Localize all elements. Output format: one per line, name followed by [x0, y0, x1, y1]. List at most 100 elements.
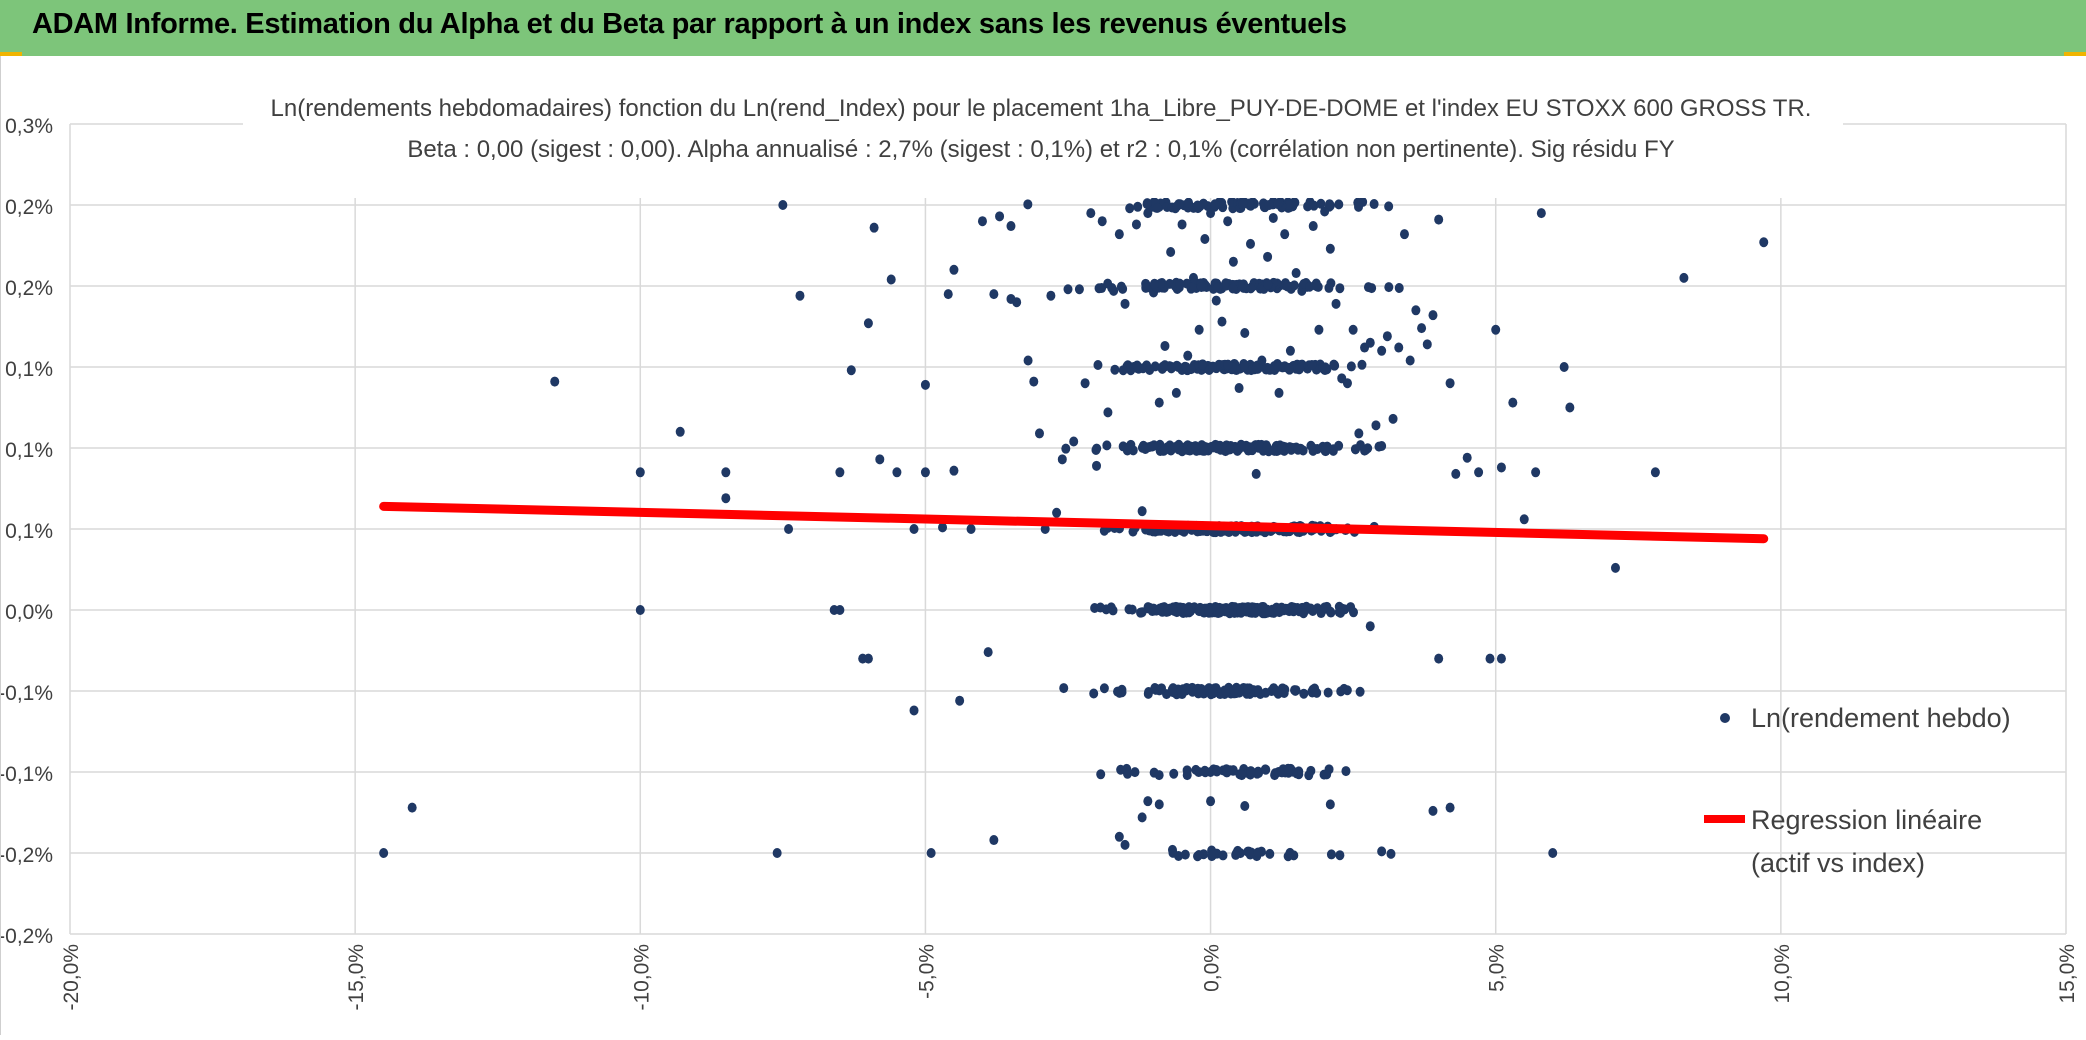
data-point [1308, 445, 1318, 456]
x-tick-label: -10,0% [630, 944, 653, 1011]
data-point [1610, 562, 1620, 573]
data-point [1118, 365, 1128, 376]
data-point [1382, 331, 1392, 342]
data-point [1092, 460, 1102, 471]
data-point [1186, 364, 1196, 375]
data-point [863, 653, 873, 664]
data-point [1284, 363, 1294, 374]
data-point [1320, 445, 1330, 456]
data-point [379, 848, 389, 858]
data-point [1132, 360, 1142, 371]
data-point [1251, 362, 1261, 373]
y-tick-label: 0,1% [5, 520, 53, 543]
data-point [926, 848, 936, 858]
data-point [943, 289, 953, 300]
data-point [1130, 767, 1140, 778]
legend-label-points: Ln(rendement hebdo) [1751, 703, 2011, 733]
y-tick-label: 0,0% [5, 601, 53, 624]
data-point [1029, 376, 1039, 387]
data-point [675, 426, 685, 437]
data-point [1354, 428, 1364, 439]
data-point [1217, 316, 1227, 327]
data-point [1194, 324, 1204, 335]
data-point [1059, 683, 1069, 694]
data-point [1264, 605, 1274, 616]
x-tick-label: -5,0% [915, 944, 938, 999]
data-point [1341, 766, 1351, 777]
data-point [1040, 524, 1050, 534]
data-point [1167, 684, 1177, 695]
data-point [1284, 199, 1294, 210]
y-tick-label: -0,2% [1, 925, 53, 948]
data-point [1268, 212, 1278, 223]
data-point [1133, 201, 1143, 212]
data-point [1314, 324, 1324, 335]
data-point [1113, 686, 1123, 697]
data-point [949, 264, 959, 275]
data-point [1160, 445, 1170, 456]
data-point [1365, 621, 1375, 632]
data-point [1208, 362, 1218, 373]
data-point [1234, 383, 1244, 394]
data-point [1274, 387, 1284, 398]
data-point [909, 524, 919, 534]
data-point [1213, 282, 1223, 293]
data-point [550, 376, 560, 387]
data-point [1531, 467, 1541, 478]
data-point [1102, 440, 1112, 451]
data-point [1169, 768, 1179, 779]
data-point [1136, 607, 1146, 618]
data-point [920, 467, 930, 478]
data-point [1320, 363, 1330, 374]
scatter-chart: -0,2% -0,2% -0,1% -0,1% 0,0% 0,1% 0,1% 0,1% 0,2%… [0, 94, 2079, 1011]
data-point [892, 467, 902, 478]
data-point [1355, 686, 1365, 697]
data-point [1257, 601, 1267, 612]
data-point [1125, 203, 1135, 214]
data-point [1215, 607, 1225, 618]
data-point [1365, 337, 1375, 348]
data-point [1405, 355, 1415, 366]
data-point [1145, 364, 1155, 375]
data-point [1324, 282, 1334, 293]
data-point [863, 318, 873, 329]
data-point [1496, 462, 1506, 473]
data-point [1336, 607, 1346, 618]
data-point [1548, 848, 1558, 858]
data-point [1245, 238, 1255, 249]
data-point [1177, 446, 1187, 457]
data-point [1245, 849, 1255, 860]
data-point [1114, 831, 1124, 842]
x-tick-label: -15,0% [345, 944, 368, 1011]
data-point [1182, 765, 1192, 776]
data-point [1399, 229, 1409, 240]
data-point [1273, 199, 1283, 210]
data-point [1496, 653, 1506, 664]
axis-layer: -0,2% -0,2% -0,1% -0,1% 0,0% 0,1% 0,1% 0,1% 0,2%… [0, 115, 2079, 1011]
data-point [1299, 688, 1309, 699]
data-point [1137, 812, 1147, 823]
data-point [1237, 770, 1247, 781]
data-point [846, 365, 856, 376]
data-point [1166, 246, 1176, 257]
data-point [1168, 847, 1178, 858]
data-point [1330, 360, 1340, 371]
data-point [1253, 847, 1263, 858]
data-point [1204, 605, 1214, 616]
y-tick-label: 0,1% [5, 439, 53, 462]
x-tick-label: 5,0% [1486, 944, 1509, 992]
data-point [1270, 445, 1280, 456]
data-point [784, 524, 794, 534]
chart-title: Ln(rendements hebdomadaires) fonction du… [271, 95, 1812, 122]
data-point [1194, 849, 1204, 860]
data-point [1012, 297, 1022, 308]
data-point [1377, 345, 1387, 356]
data-point [886, 274, 896, 285]
data-point [1285, 847, 1295, 858]
data-point [1122, 445, 1132, 456]
data-point [1147, 441, 1157, 452]
data-point [1069, 436, 1079, 447]
data-point [1154, 770, 1164, 781]
data-point [1348, 607, 1358, 618]
y-tick-label: 0,1% [5, 358, 53, 381]
